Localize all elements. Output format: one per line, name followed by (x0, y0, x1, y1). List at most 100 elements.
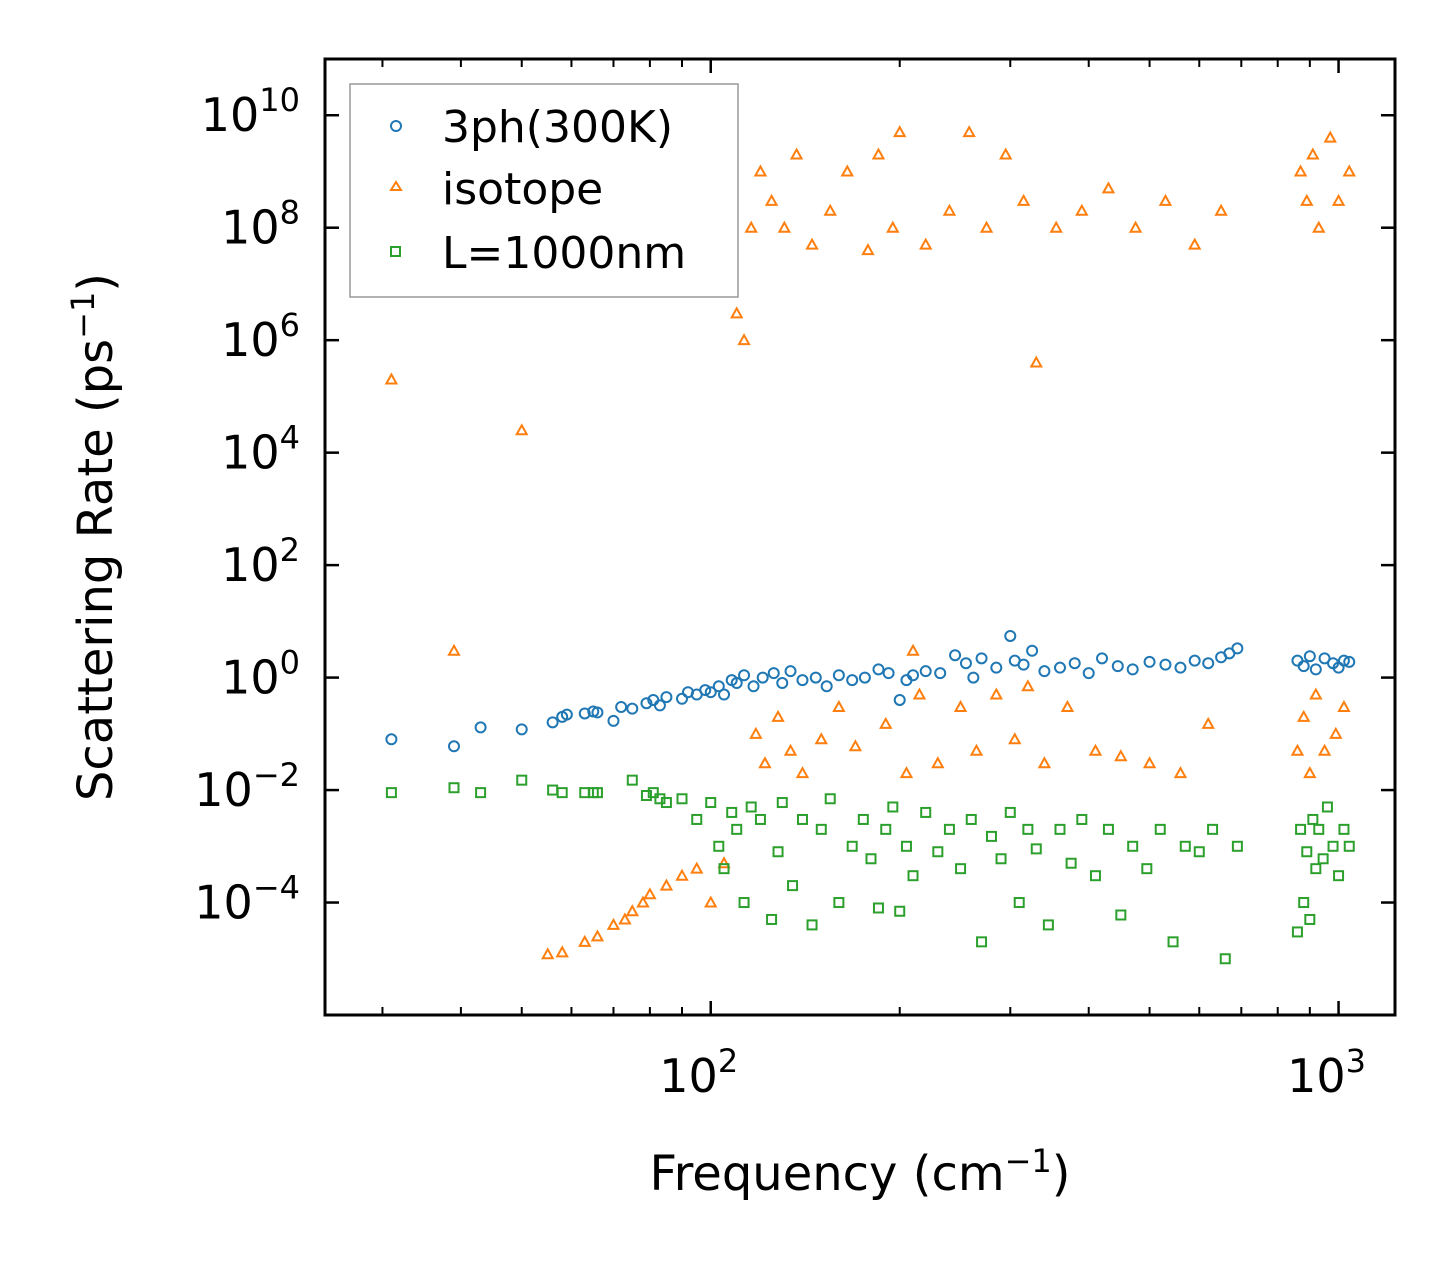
data-point-l-1000nm (1065, 857, 1077, 869)
data-point-3ph-300k (1143, 655, 1156, 668)
data-point-isotope (931, 756, 945, 769)
data-point-isotope (989, 687, 1003, 700)
data-point-3ph-300k (653, 699, 666, 712)
series-l-1000nm (385, 774, 1355, 965)
data-point-l-1000nm (731, 823, 743, 835)
data-point-l-1000nm (1022, 823, 1034, 835)
data-point-3ph-300k (1096, 652, 1109, 665)
data-point-3ph-300k (474, 721, 487, 734)
y-axis-title: Scattering Rate (ps−1) (64, 273, 124, 801)
data-point-isotope (912, 687, 927, 700)
data-point-3ph-300k (699, 684, 712, 697)
legend-marker-isotope (389, 180, 403, 191)
data-point-isotope (717, 856, 731, 869)
data-point-3ph-300k (1004, 629, 1017, 642)
data-point-3ph-300k (1053, 661, 1066, 674)
data-point-isotope (1293, 164, 1308, 177)
data-point-3ph-300k (1231, 642, 1244, 655)
data-point-isotope (636, 895, 650, 908)
data-point-l-1000nm (591, 787, 603, 799)
data-point-isotope (1158, 193, 1173, 206)
data-point-l-1000nm (943, 823, 955, 835)
data-point-3ph-300k (1082, 667, 1095, 680)
data-point-l-1000nm (1231, 840, 1243, 852)
data-point-3ph-300k (959, 657, 972, 670)
data-point-l-1000nm (776, 797, 788, 809)
data-point-isotope (953, 699, 968, 712)
legend-marker-3ph (390, 120, 402, 132)
data-point-l-1000nm (516, 774, 528, 786)
data-point-l-1000nm (995, 853, 1007, 865)
data-point-3ph-300k (1159, 658, 1172, 671)
data-point-l-1000nm (1042, 919, 1054, 931)
plot-frame (323, 57, 1397, 1017)
y-tick-label: 102 (221, 531, 300, 592)
data-point-isotope (643, 887, 657, 900)
data-point-l-1000nm (385, 787, 397, 799)
data-point-isotope (979, 220, 994, 233)
data-point-isotope (906, 643, 920, 656)
data-point-isotope (1342, 164, 1356, 177)
data-point-l-1000nm (718, 863, 730, 875)
data-point-isotope (1029, 355, 1043, 368)
data-point-isotope (1088, 743, 1103, 756)
data-point-3ph-300k (767, 667, 780, 680)
data-point-isotope (1306, 147, 1320, 160)
data-point-l-1000nm (726, 806, 738, 818)
data-point-isotope (1323, 130, 1337, 143)
data-point-l-1000nm (772, 846, 784, 858)
data-point-isotope (840, 164, 854, 177)
x-tick-label: 102 (659, 1042, 738, 1103)
series-3ph-300k (385, 629, 1356, 753)
data-point-3ph-300k (1068, 657, 1081, 670)
data-point-isotope (590, 929, 605, 942)
legend-label-3ph: 3ph(300K) (442, 102, 673, 153)
data-point-l-1000nm (475, 787, 487, 799)
data-point-l-1000nm (738, 897, 750, 909)
data-point-isotope (1303, 766, 1317, 779)
series-isotope (384, 125, 1356, 960)
data-point-isotope (1317, 743, 1332, 756)
data-point-l-1000nm (1054, 823, 1066, 835)
data-point-l-1000nm (1102, 823, 1114, 835)
data-point-3ph-300k (712, 680, 725, 693)
data-point-l-1000nm (640, 790, 652, 802)
data-point-l-1000nm (787, 880, 799, 892)
data-point-isotope (789, 147, 804, 160)
data-point-l-1000nm (660, 797, 672, 809)
data-point-isotope (515, 423, 529, 436)
data-point-l-1000nm (1004, 806, 1016, 818)
data-point-isotope (1037, 756, 1052, 769)
data-point-l-1000nm (766, 913, 778, 925)
data-point-isotope (871, 147, 886, 160)
data-point-l-1000nm (1317, 853, 1329, 865)
legend-label-l1000nm: L=1000nm (442, 228, 686, 279)
data-point-isotope (848, 739, 863, 752)
data-point-isotope (675, 868, 689, 881)
data-point-l-1000nm (1141, 863, 1153, 875)
data-point-isotope (764, 193, 779, 206)
data-point-isotope (805, 237, 819, 250)
axis-ticks (325, 59, 1395, 1015)
data-point-isotope (749, 726, 763, 739)
data-point-l-1000nm (894, 905, 906, 917)
data-point-l-1000nm (1219, 953, 1231, 965)
data-point-3ph-300k (560, 708, 573, 721)
data-point-isotope (879, 716, 893, 729)
data-point-3ph-300k (1297, 660, 1310, 673)
data-point-l-1000nm (824, 793, 836, 805)
data-point-l-1000nm (796, 813, 808, 825)
data-point-l-1000nm (745, 801, 757, 813)
legend-label-isotope: isotope (442, 164, 603, 215)
data-point-3ph-300k (1343, 655, 1356, 668)
data-point-l-1000nm (1179, 840, 1191, 852)
data-point-l-1000nm (1333, 870, 1345, 882)
data-point-l-1000nm (1313, 823, 1325, 835)
data-point-isotope (1114, 749, 1128, 762)
legend: 3ph(300K) isotope L=1000nm (349, 83, 739, 298)
data-point-l-1000nm (1167, 936, 1179, 948)
data-point-isotope (578, 934, 592, 947)
data-point-l-1000nm (857, 813, 869, 825)
data-point-3ph-300k (515, 723, 528, 736)
